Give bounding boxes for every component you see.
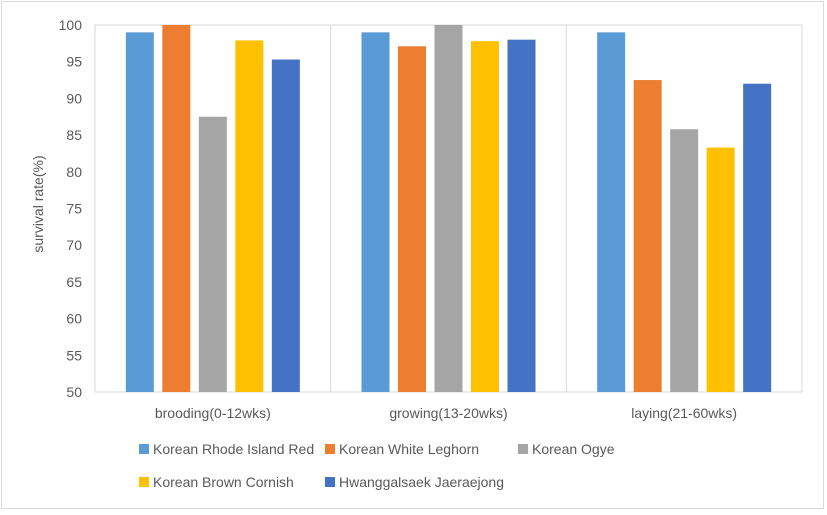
bar bbox=[507, 39, 536, 393]
bar bbox=[597, 32, 626, 393]
bar bbox=[271, 59, 300, 393]
bar bbox=[125, 32, 154, 393]
legend: Korean Rhode Island Red Korean White Legh… bbox=[139, 441, 615, 490]
legend-swatch bbox=[325, 477, 335, 487]
y-tick-label: 80 bbox=[66, 164, 82, 180]
legend-swatch bbox=[139, 444, 149, 454]
bars bbox=[125, 25, 772, 393]
y-tick-label: 95 bbox=[66, 54, 82, 70]
y-tick-label: 60 bbox=[66, 311, 82, 327]
bar bbox=[633, 80, 662, 393]
bar bbox=[743, 83, 772, 392]
y-tick-label: 55 bbox=[66, 347, 82, 363]
x-category-label: growing(13-20wks) bbox=[389, 405, 507, 421]
legend-swatch bbox=[139, 477, 149, 487]
x-axis-categories: brooding(0-12wks) growing(13-20wks) laying… bbox=[155, 405, 737, 421]
legend-label: Hwanggalsaek Jaeraejong bbox=[339, 474, 504, 490]
y-axis-ticks: 50 55 60 65 70 75 80 85 90 95 100 bbox=[59, 17, 83, 400]
legend-label: Korean Brown Cornish bbox=[153, 474, 294, 490]
y-tick-label: 100 bbox=[59, 17, 83, 33]
bar bbox=[471, 41, 499, 392]
y-axis-title: survival rate(%) bbox=[30, 155, 46, 252]
legend-label: Korean Ogye bbox=[532, 441, 615, 457]
legend-label: Korean White Leghorn bbox=[339, 441, 479, 457]
bar bbox=[361, 32, 390, 393]
legend-label: Korean Rhode Island Red bbox=[153, 441, 314, 457]
bar bbox=[235, 40, 264, 392]
bar bbox=[398, 46, 426, 392]
bar bbox=[434, 25, 463, 392]
y-tick-label: 90 bbox=[66, 90, 82, 106]
y-tick-label: 85 bbox=[66, 127, 82, 143]
y-tick-label: 50 bbox=[66, 384, 82, 400]
bar bbox=[162, 25, 191, 392]
y-tick-label: 75 bbox=[66, 201, 82, 217]
y-tick-label: 65 bbox=[66, 274, 82, 290]
bar bbox=[670, 129, 699, 392]
x-category-label: laying(21-60wks) bbox=[631, 405, 737, 421]
x-category-label: brooding(0-12wks) bbox=[155, 405, 271, 421]
bar bbox=[198, 116, 227, 392]
bar bbox=[706, 147, 735, 392]
legend-swatch bbox=[325, 444, 335, 454]
legend-swatch bbox=[518, 444, 528, 454]
y-tick-label: 70 bbox=[66, 237, 82, 253]
